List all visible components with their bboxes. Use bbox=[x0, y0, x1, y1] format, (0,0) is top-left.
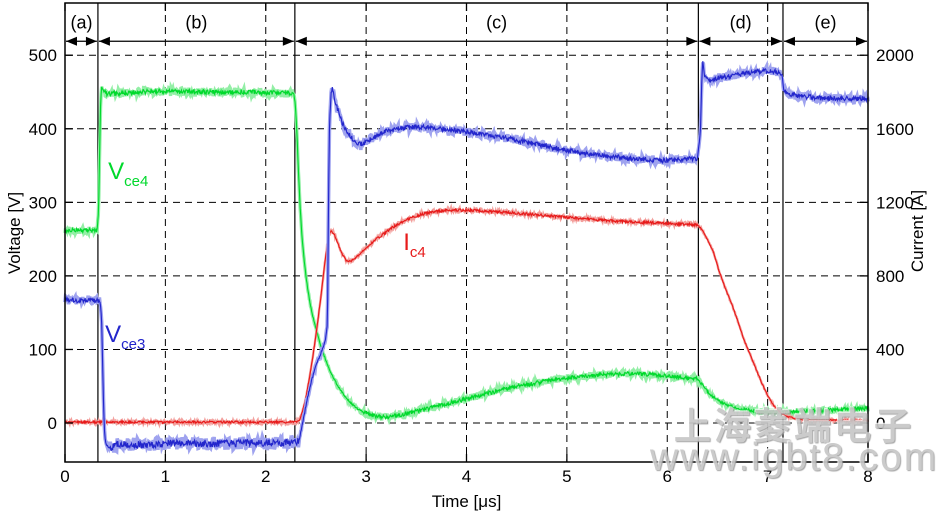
y-left-tick-label: 400 bbox=[29, 120, 57, 139]
y-right-tick-label: 1600 bbox=[876, 120, 914, 139]
y-right-tick-label: 0 bbox=[876, 414, 885, 433]
y-left-tick-label: 100 bbox=[29, 340, 57, 359]
x-tick-label: 5 bbox=[562, 467, 571, 486]
x-tick-label: 2 bbox=[261, 467, 270, 486]
x-tick-label: 1 bbox=[161, 467, 170, 486]
y-left-tick-label: 500 bbox=[29, 46, 57, 65]
region-c-marker: (c) bbox=[295, 13, 698, 46]
y-right-tick-label: 1200 bbox=[876, 193, 914, 212]
y-axis-right-title: Current [A] bbox=[908, 190, 927, 272]
x-tick-label: 8 bbox=[863, 467, 872, 486]
y-left-tick-label: 0 bbox=[48, 414, 57, 433]
region-label: (b) bbox=[185, 13, 207, 33]
y-right-tick-label: 400 bbox=[876, 340, 904, 359]
region-a-marker: (a) bbox=[66, 13, 97, 46]
region-e-marker: (e) bbox=[783, 13, 867, 46]
region-label: (c) bbox=[486, 13, 507, 33]
region-label: (e) bbox=[814, 13, 836, 33]
y-right-tick-label: 2000 bbox=[876, 46, 914, 65]
y-left-tick-label: 200 bbox=[29, 267, 57, 286]
x-tick-label: 7 bbox=[763, 467, 772, 486]
x-tick-label: 6 bbox=[663, 467, 672, 486]
region-label: (a) bbox=[70, 13, 92, 33]
trace-ic4 bbox=[64, 206, 869, 425]
x-tick-label: 3 bbox=[361, 467, 370, 486]
region-label: (d) bbox=[730, 13, 752, 33]
x-tick-label: 4 bbox=[462, 467, 471, 486]
region-b-marker: (b) bbox=[98, 13, 294, 46]
x-tick-label: 0 bbox=[60, 467, 69, 486]
y-axis-left-title: Voltage [V] bbox=[5, 192, 24, 274]
trace-vce3 bbox=[64, 61, 869, 452]
y-right-tick-label: 800 bbox=[876, 267, 904, 286]
region-d-marker: (d) bbox=[699, 13, 782, 46]
trace-vce4 bbox=[64, 86, 869, 421]
y-left-tick-label: 300 bbox=[29, 193, 57, 212]
x-axis-title: Time [μs] bbox=[432, 492, 502, 511]
